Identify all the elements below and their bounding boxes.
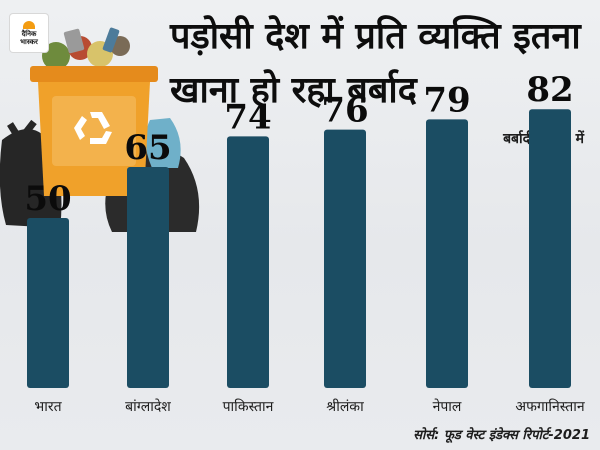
source-note: सोर्स: फूड वेस्ट इंडेक्स रिपोर्ट-2021 xyxy=(413,428,590,443)
value-label-4: 79 xyxy=(423,80,470,120)
bar-0 xyxy=(27,218,69,388)
category-label-4: नेपाल xyxy=(433,398,462,415)
value-label-2: 74 xyxy=(224,97,271,137)
logo-line2: भास्कर xyxy=(20,37,38,46)
value-label-3: 76 xyxy=(321,91,368,131)
bar-2 xyxy=(227,136,269,388)
value-label-5: 82 xyxy=(526,70,573,110)
bar-5 xyxy=(529,109,571,388)
category-label-1: बांग्लादेश xyxy=(125,398,171,415)
brand-logo: दैनिक भास्कर xyxy=(10,14,48,52)
category-label-0: भारत xyxy=(34,399,62,415)
value-label-0: 50 xyxy=(24,179,71,219)
logo-line1: दैनिक xyxy=(21,29,37,38)
category-label-2: पाकिस्तान xyxy=(223,398,274,415)
bar-1 xyxy=(127,167,169,388)
trash-bin-illustration xyxy=(0,27,200,232)
value-label-1: 65 xyxy=(124,128,171,168)
bar-3 xyxy=(324,129,366,388)
category-label-3: श्रीलंका xyxy=(326,398,364,415)
sun-icon xyxy=(23,20,35,29)
bar-4 xyxy=(426,119,468,389)
category-label-5: अफगानिस्तान xyxy=(515,398,584,415)
recycle-icon xyxy=(74,112,112,144)
chart-title: पड़ोसी देश में प्रति व्यक्ति इतना खाना ह… xyxy=(170,16,581,111)
